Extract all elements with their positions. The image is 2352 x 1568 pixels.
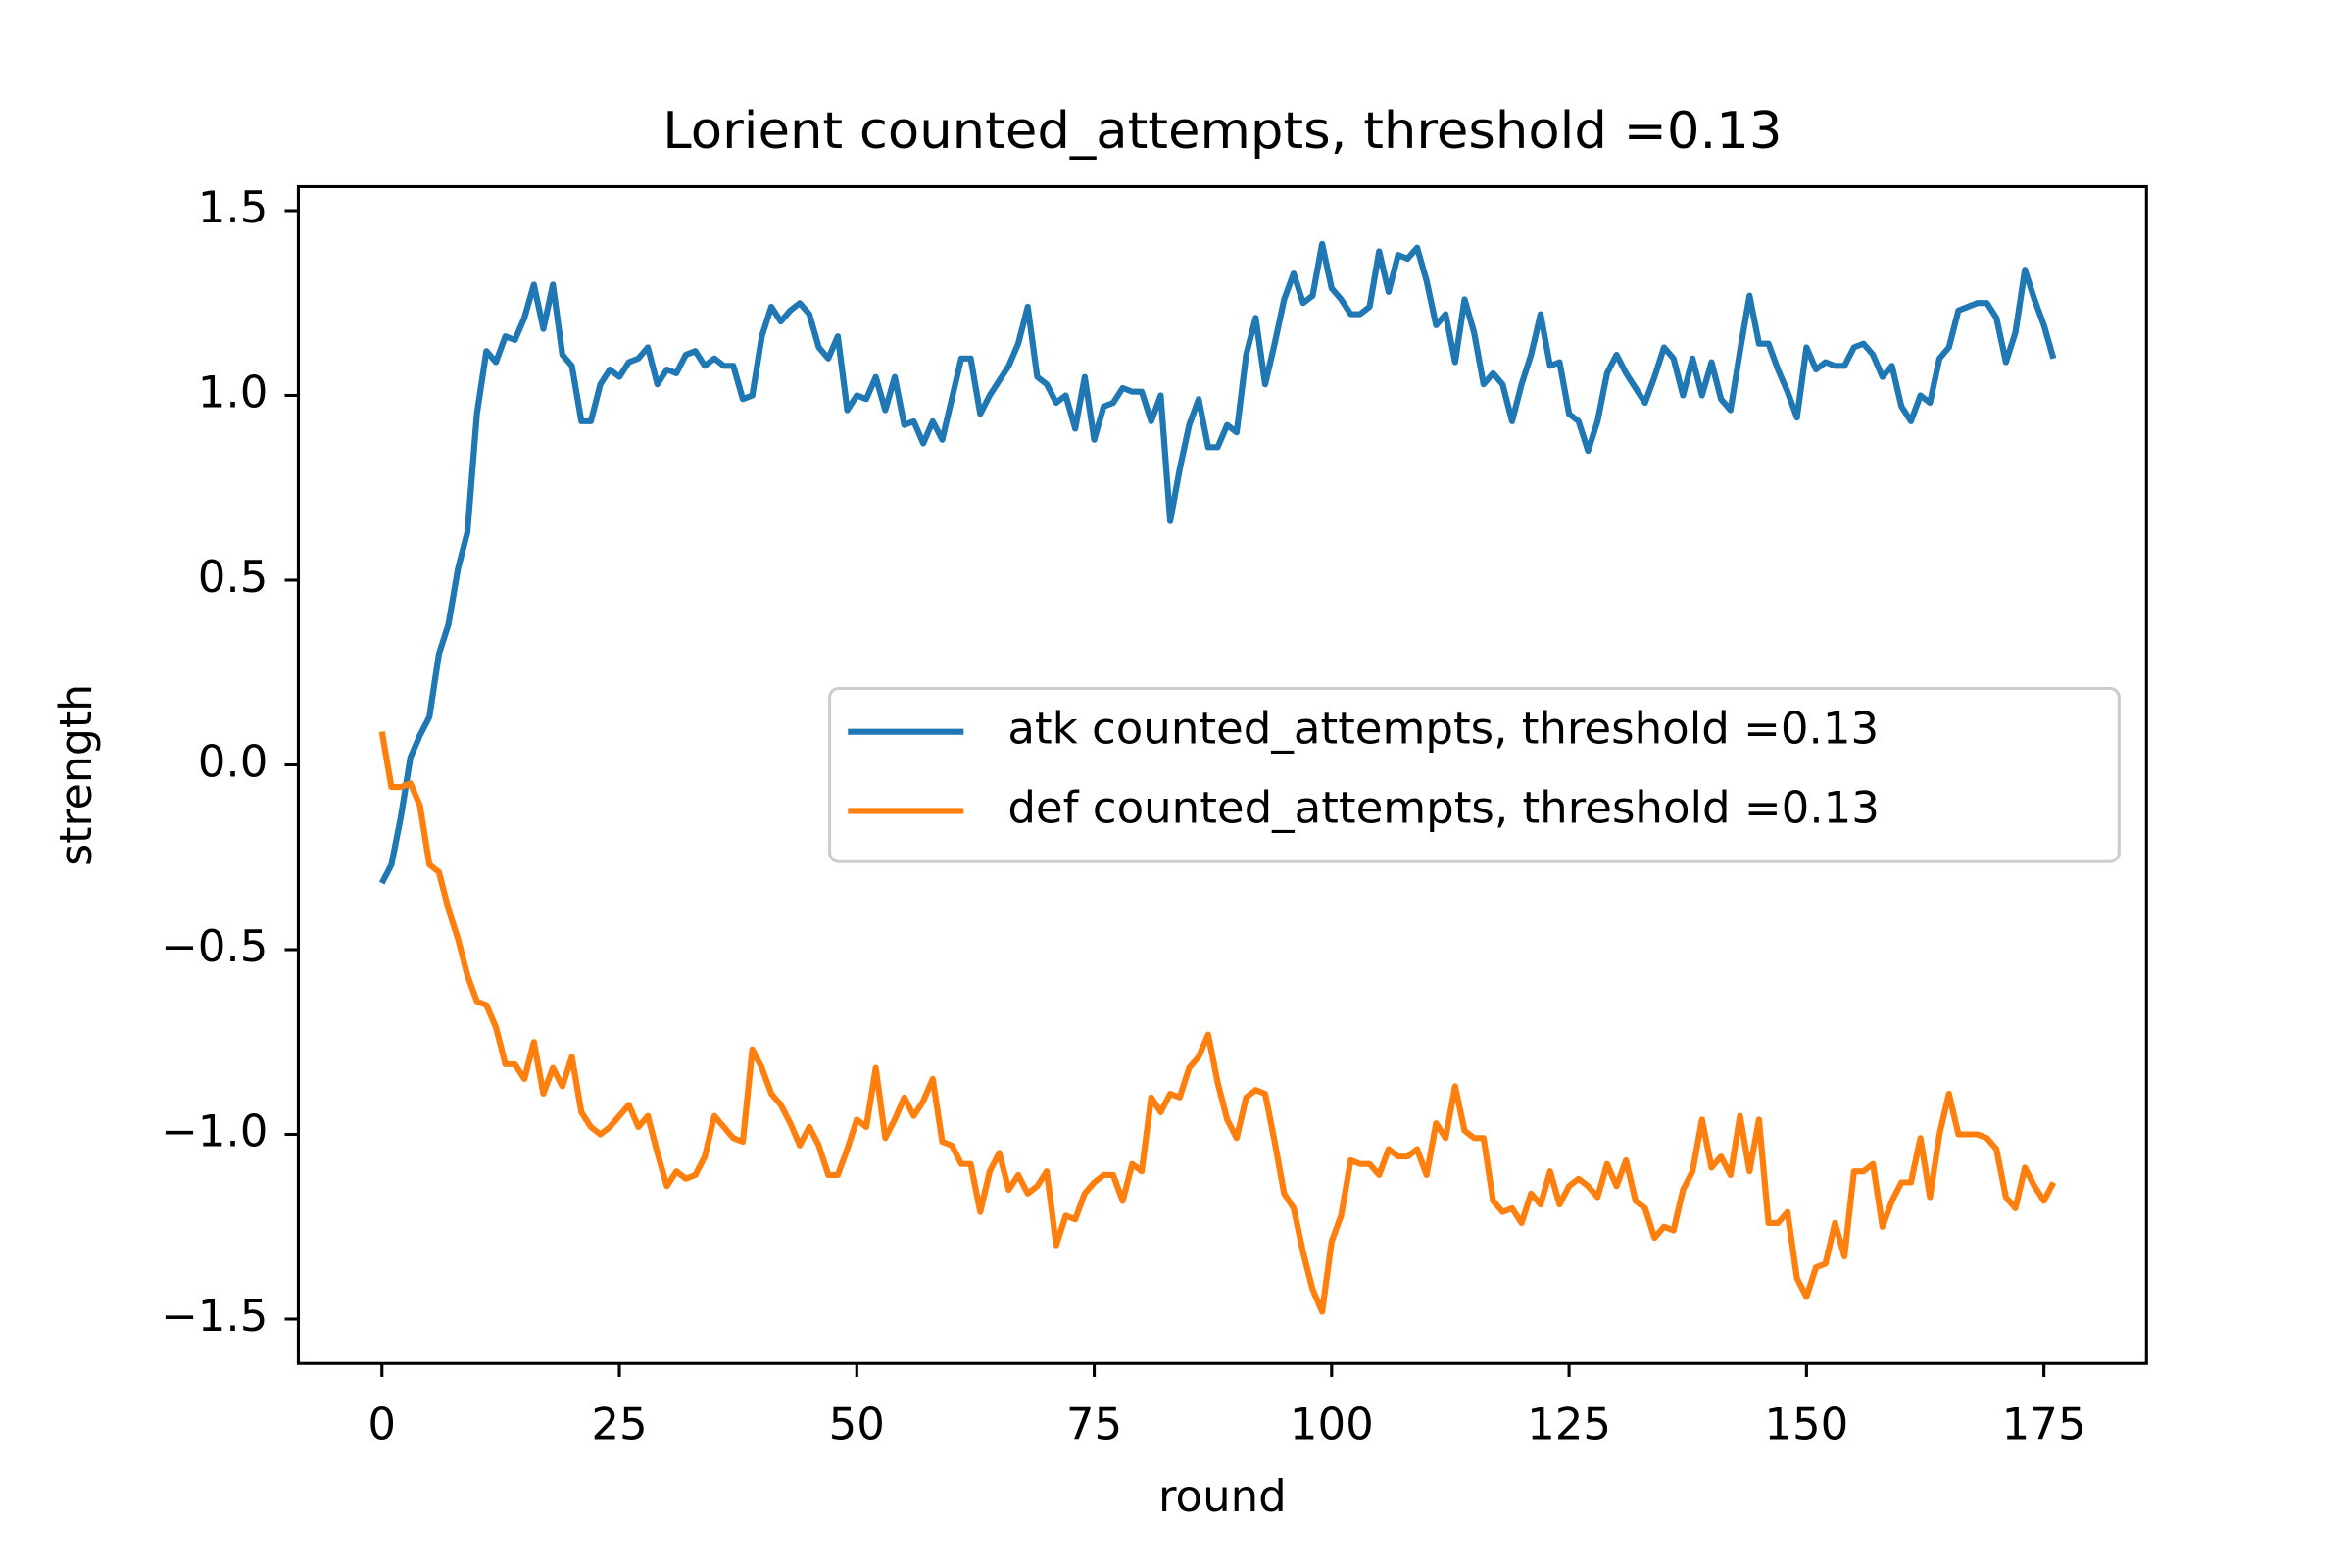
- chart-title: Lorient counted_attempts, threshold =0.1…: [662, 101, 1782, 160]
- x-tick-label: 50: [829, 1399, 885, 1449]
- x-axis-label: round: [1158, 1471, 1287, 1521]
- x-tick-label: 125: [1527, 1399, 1611, 1449]
- x-tick-label: 25: [591, 1399, 647, 1449]
- x-tick-label: 175: [2002, 1399, 2086, 1449]
- y-tick-label: 0.0: [198, 737, 269, 787]
- y-tick-label: 1.5: [198, 182, 269, 232]
- y-tick-label: −0.5: [161, 921, 268, 971]
- legend-label: atk counted_attempts, threshold =0.13: [1007, 704, 1879, 754]
- y-tick-label: −1.0: [161, 1106, 268, 1156]
- y-tick-label: −1.5: [161, 1291, 268, 1341]
- y-axis-label: strength: [50, 684, 101, 866]
- x-tick-label: 0: [368, 1399, 396, 1449]
- legend-box: [828, 686, 2121, 863]
- plot-frame: [296, 184, 2148, 1365]
- y-tick-label: 1.0: [198, 368, 269, 417]
- x-tick-label: 100: [1290, 1399, 1374, 1449]
- x-tick-label: 150: [1764, 1399, 1848, 1449]
- data-line: [378, 731, 2057, 1315]
- legend-label: def counted_attempts, threshold =0.13: [1007, 783, 1880, 833]
- legend: atk counted_attempts, threshold =0.13 def…: [828, 686, 2121, 863]
- x-tick-label: 75: [1066, 1399, 1122, 1449]
- y-tick-label: 0.5: [198, 552, 269, 602]
- data-line: [378, 240, 2057, 885]
